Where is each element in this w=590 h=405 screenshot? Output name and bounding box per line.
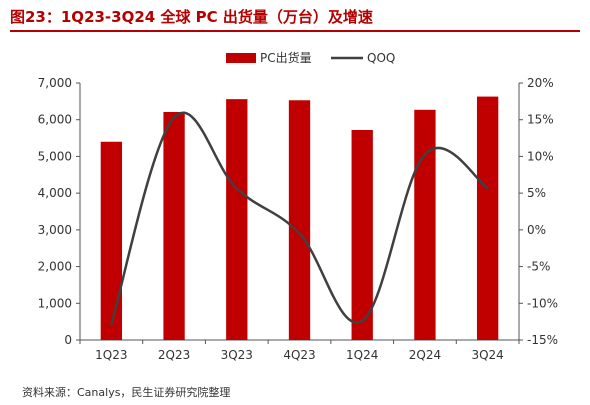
chart-area: PC出货量 QOQ 0 1,000 2,000 3,000 4,000 5,000 6,00… (38, 50, 558, 362)
right-tick-label: 20% (527, 76, 554, 90)
x-tick-label: 2Q24 (409, 348, 441, 362)
qoq-point-1Q23 (110, 322, 113, 326)
left-tick-label: 4,000 (38, 186, 72, 200)
qoq-line-series (110, 111, 489, 326)
bar-3Q23 (226, 99, 248, 340)
source-note: 资料来源：Canalys，民生证券研究院整理 (22, 386, 231, 399)
x-tick-label: 3Q24 (471, 348, 503, 362)
title-rule (10, 30, 580, 32)
bar-1Q23 (100, 141, 123, 340)
right-axis-ticks: -15% -10% -5% 0% 5% 10% 15% 20% (519, 76, 558, 347)
right-tick-label: -5% (527, 260, 550, 274)
legend-label-bar: PC出货量 (260, 50, 312, 65)
left-tick-label: 6,000 (38, 113, 72, 127)
qoq-point-1Q24 (361, 319, 364, 323)
bar-4Q23 (288, 100, 311, 341)
left-axis-ticks: 0 1,000 2,000 3,000 4,000 5,000 6,000 7,000 (38, 76, 80, 347)
right-tick-label: 0% (527, 223, 546, 237)
left-tick-label: 0 (64, 333, 72, 347)
left-tick-label: 3,000 (38, 223, 72, 237)
right-tick-label: 15% (527, 113, 554, 127)
bar-2Q23 (163, 112, 185, 340)
qoq-point-2Q24 (423, 153, 427, 156)
qoq-point-3Q23 (235, 187, 238, 190)
legend: PC出货量 QOQ (226, 50, 395, 65)
x-tick-label: 1Q24 (346, 348, 378, 362)
qoq-point-3Q24 (486, 186, 489, 190)
qoq-point-2Q23 (172, 116, 176, 119)
right-tick-label: -10% (527, 296, 558, 310)
qoq-point-4Q23 (298, 232, 301, 235)
x-axis-labels: 1Q23 2Q23 3Q23 4Q23 1Q24 2Q24 3Q24 (79, 340, 520, 362)
legend-label-line: QOQ (367, 51, 395, 65)
x-tick-label: 3Q23 (221, 348, 253, 362)
right-tick-label: -15% (527, 333, 558, 347)
bar-series (100, 96, 499, 341)
bar-3Q24 (476, 96, 499, 340)
left-tick-label: 2,000 (38, 260, 72, 274)
right-tick-label: 5% (527, 186, 546, 200)
legend-swatch-bar (226, 53, 256, 63)
bar-2Q24 (414, 109, 436, 341)
right-tick-label: 10% (527, 149, 554, 163)
left-tick-label: 5,000 (38, 149, 72, 163)
x-tick-label: 2Q23 (158, 348, 190, 362)
left-tick-label: 7,000 (38, 76, 72, 90)
x-tick-label: 4Q23 (283, 348, 315, 362)
figure-title: 图23：1Q23-3Q24 全球 PC 出货量（万台）及增速 (10, 8, 373, 26)
x-tick-label: 1Q23 (95, 348, 127, 362)
left-tick-label: 1,000 (38, 296, 72, 310)
bar-1Q24 (351, 129, 373, 340)
